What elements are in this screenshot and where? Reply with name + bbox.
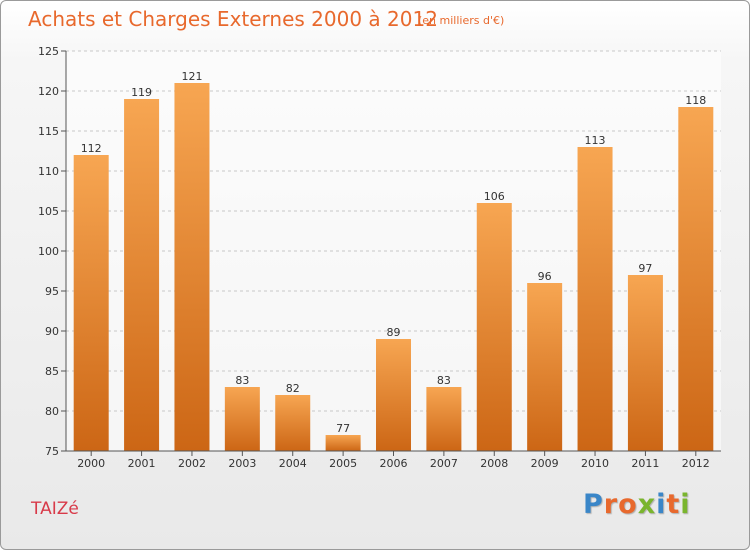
data-label: 106 bbox=[484, 190, 505, 203]
bar bbox=[73, 155, 109, 451]
data-label: 83 bbox=[437, 374, 451, 387]
bar bbox=[476, 203, 512, 451]
data-label: 113 bbox=[585, 134, 606, 147]
data-label: 119 bbox=[131, 86, 152, 99]
y-tick-label: 80 bbox=[45, 405, 59, 418]
y-tick-label: 95 bbox=[45, 285, 59, 298]
data-label: 89 bbox=[387, 326, 401, 339]
data-label: 83 bbox=[235, 374, 249, 387]
y-tick-label: 125 bbox=[38, 45, 59, 58]
y-tick-label: 110 bbox=[38, 165, 59, 178]
logo-letter: i bbox=[656, 489, 667, 520]
logo-letter: i bbox=[680, 489, 691, 520]
bar bbox=[678, 107, 714, 451]
logo-letter: r bbox=[603, 489, 619, 520]
bar bbox=[527, 283, 563, 451]
data-label: 77 bbox=[336, 422, 350, 435]
x-tick-label: 2000 bbox=[77, 457, 105, 470]
y-tick-label: 120 bbox=[38, 85, 59, 98]
data-label: 82 bbox=[286, 382, 300, 395]
x-tick-label: 2001 bbox=[128, 457, 156, 470]
data-label: 97 bbox=[638, 262, 652, 275]
bar bbox=[174, 83, 210, 451]
y-tick-label: 100 bbox=[38, 245, 59, 258]
data-label: 121 bbox=[181, 70, 202, 83]
bar bbox=[426, 387, 462, 451]
x-tick-label: 2008 bbox=[480, 457, 508, 470]
bar bbox=[627, 275, 663, 451]
y-tick-label: 90 bbox=[45, 325, 59, 338]
x-tick-label: 2002 bbox=[178, 457, 206, 470]
bar bbox=[275, 395, 311, 451]
data-label: 112 bbox=[81, 142, 102, 155]
x-tick-label: 2004 bbox=[279, 457, 307, 470]
bar bbox=[325, 435, 361, 451]
x-tick-label: 2012 bbox=[682, 457, 710, 470]
bar bbox=[577, 147, 613, 451]
x-tick-label: 2003 bbox=[228, 457, 256, 470]
bar bbox=[224, 387, 260, 451]
y-tick-label: 115 bbox=[38, 125, 59, 138]
data-label: 118 bbox=[685, 94, 706, 107]
x-tick-label: 2010 bbox=[581, 457, 609, 470]
logo-letter: t bbox=[666, 489, 681, 520]
x-tick-label: 2007 bbox=[430, 457, 458, 470]
logo-letter: o bbox=[618, 489, 638, 520]
x-tick-label: 2005 bbox=[329, 457, 357, 470]
commune-name: TAIZé bbox=[31, 499, 79, 519]
chart-subtitle: (en milliers d'€) bbox=[418, 14, 505, 27]
data-label: 96 bbox=[538, 270, 552, 283]
y-tick-label: 105 bbox=[38, 205, 59, 218]
x-tick-label: 2006 bbox=[380, 457, 408, 470]
proxiti-logo: Proxiti bbox=[583, 489, 691, 520]
x-tick-label: 2009 bbox=[531, 457, 559, 470]
bar bbox=[124, 99, 160, 451]
x-tick-label: 2011 bbox=[631, 457, 659, 470]
bar bbox=[376, 339, 411, 451]
chart-title: Achats et Charges Externes 2000 à 2012 bbox=[28, 7, 438, 31]
logo-letter: P bbox=[583, 489, 604, 520]
y-tick-label: 85 bbox=[45, 365, 59, 378]
logo-letter: x bbox=[637, 489, 657, 520]
y-tick-label: 75 bbox=[45, 445, 59, 458]
